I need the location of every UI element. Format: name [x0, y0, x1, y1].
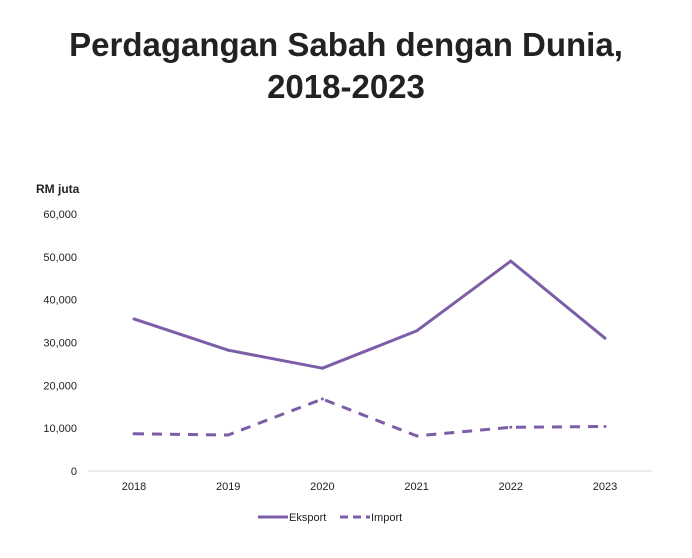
y-tick-label: 40,000 [43, 295, 77, 307]
series-line-import [133, 397, 606, 438]
chart-title-line-2: 2018-2023 [267, 68, 425, 105]
legend-label: Eksport [289, 512, 326, 524]
data-point-import [226, 433, 230, 437]
chart-title-line-1: Perdagangan Sabah dengan Dunia, [69, 26, 623, 63]
series-group [132, 259, 607, 438]
y-tick-label: 20,000 [43, 380, 77, 392]
y-tick-label: 60,000 [43, 209, 77, 221]
x-tick-label: 2021 [404, 481, 428, 493]
y-tick-label: 50,000 [43, 252, 77, 264]
data-point-import [415, 434, 419, 438]
x-tick-label: 2018 [122, 481, 146, 493]
chart-title: Perdagangan Sabah dengan Dunia, 2018-202… [0, 24, 692, 108]
data-point-eksport [603, 336, 607, 340]
data-point-eksport [226, 348, 230, 352]
data-point-eksport [132, 317, 136, 321]
y-tick-label: 0 [71, 466, 77, 478]
x-tick-label: 2019 [216, 481, 240, 493]
legend-label: Import [371, 512, 402, 524]
x-tick-label: 2023 [593, 481, 617, 493]
data-point-import [603, 424, 607, 428]
y-axis-ticks: 0 10,000 20,000 30,000 40,000 50,000 60,000 [43, 209, 77, 478]
data-point-eksport [415, 329, 419, 333]
data-point-import [132, 432, 136, 436]
data-point-import [320, 397, 324, 401]
legend: Eksport Import [258, 512, 402, 524]
data-point-eksport [320, 366, 324, 370]
y-tick-label: 10,000 [43, 423, 77, 435]
y-tick-label: 30,000 [43, 338, 77, 350]
x-tick-label: 2022 [499, 481, 523, 493]
x-axis-ticks: 2018 2019 2020 2021 2022 2023 [122, 481, 617, 493]
series-line-eksport [133, 259, 606, 370]
y-axis-label: RM juta [36, 182, 80, 196]
data-point-eksport [509, 259, 513, 263]
x-tick-label: 2020 [310, 481, 334, 493]
data-point-import [509, 425, 513, 429]
